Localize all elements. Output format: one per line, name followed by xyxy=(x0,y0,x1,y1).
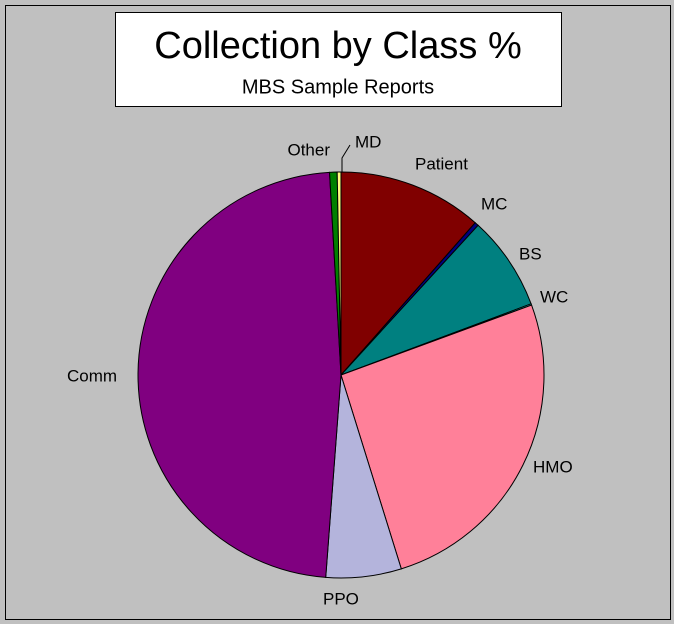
slice-label: HMO xyxy=(533,457,573,476)
slice-label: Comm xyxy=(67,366,117,385)
slice-label: BS xyxy=(519,244,542,263)
pie-slice xyxy=(340,224,532,376)
title-box xyxy=(115,12,562,107)
leader-line xyxy=(341,144,351,172)
slice-label: WC xyxy=(540,287,568,306)
slice-label: MC xyxy=(481,194,507,213)
slice-label: Other xyxy=(287,140,330,159)
slice-label: Patient xyxy=(415,154,468,173)
slice-label: MD xyxy=(355,132,381,151)
chart-title: Collection by Class % xyxy=(154,25,521,67)
pie-slice xyxy=(340,304,545,570)
pie-slice xyxy=(336,171,342,376)
chart-frame xyxy=(5,5,671,620)
pie-slice xyxy=(340,171,476,377)
chart-subtitle: MBS Sample Reports xyxy=(242,76,434,98)
pie-slice xyxy=(137,171,342,578)
slice-label: PPO xyxy=(323,589,359,608)
